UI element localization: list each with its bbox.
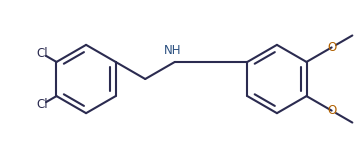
Text: NH: NH <box>164 44 182 57</box>
Text: Cl: Cl <box>37 47 48 60</box>
Text: O: O <box>327 41 336 54</box>
Text: Cl: Cl <box>37 98 48 111</box>
Text: O: O <box>327 104 336 117</box>
